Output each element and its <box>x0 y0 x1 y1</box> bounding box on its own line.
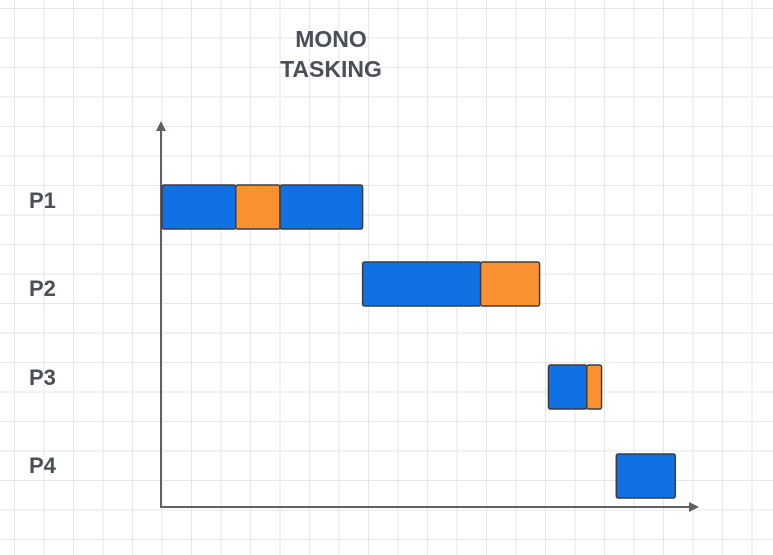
p2-io-segment-2 <box>479 261 541 307</box>
x-axis-arrowhead <box>689 502 699 512</box>
y-axis-arrowhead <box>156 121 166 131</box>
p2-cpu-segment-1 <box>361 261 482 307</box>
p1-cpu-segment-3 <box>279 184 364 230</box>
p4-cpu-segment-1 <box>615 453 677 499</box>
process-label-p4: P4 <box>29 453 56 478</box>
p3-cpu-segment-1 <box>547 364 588 410</box>
title-line-1: MONO <box>295 26 367 52</box>
p1-io-segment-2 <box>235 184 281 230</box>
p1-cpu-segment-1 <box>161 184 237 230</box>
diagram-title: MONO TASKING <box>231 24 431 84</box>
process-label-p2: P2 <box>29 276 56 301</box>
task-bars <box>161 184 677 499</box>
title-line-2: TASKING <box>280 56 382 82</box>
p3-io-segment-2 <box>586 364 603 410</box>
process-label-p3: P3 <box>29 365 56 390</box>
axes <box>156 121 699 512</box>
process-label-p1: P1 <box>29 188 56 213</box>
